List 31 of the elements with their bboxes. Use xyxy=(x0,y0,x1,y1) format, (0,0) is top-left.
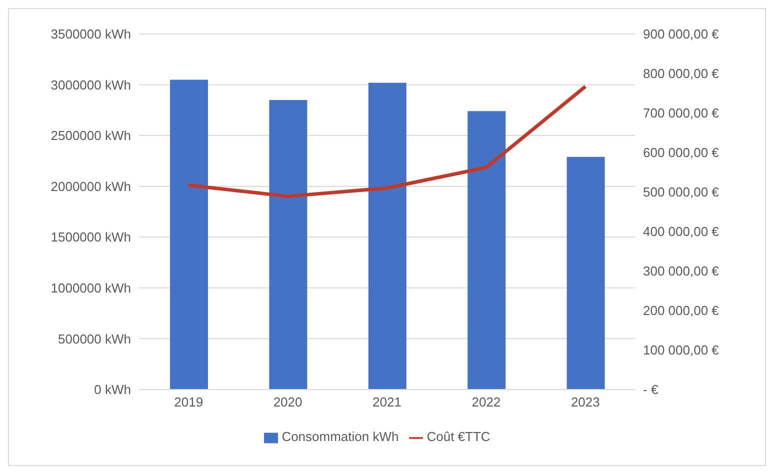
y-tick-label: 3000000 kWh xyxy=(50,77,131,92)
x-tick-label: 2020 xyxy=(273,394,302,410)
x-tick-label: 2022 xyxy=(472,394,501,410)
y2-tick-label: - € xyxy=(643,382,659,398)
y-tick-label: 1500000 kWh xyxy=(50,230,131,245)
y2-tick-label: 700 000,00 € xyxy=(643,106,720,121)
bar xyxy=(468,111,506,390)
y2-tick-label: 600 000,00 € xyxy=(643,145,720,160)
y2-tick-label: 500 000,00 € xyxy=(643,184,720,200)
bar xyxy=(269,100,308,390)
y2-tick-label: 100 000,00 € xyxy=(643,342,720,358)
line-series xyxy=(186,84,588,198)
x-tick-label: 2021 xyxy=(372,394,402,410)
y-tick-label: 1000000 kWh xyxy=(50,280,131,296)
y-tick-label: 2500000 kWh xyxy=(50,128,131,144)
y-tick-label: 500000 kWh xyxy=(58,331,131,346)
y2-tick-label: 400 000,00 € xyxy=(643,224,720,240)
y-tick-label: 2000000 kWh xyxy=(50,178,131,194)
bar xyxy=(566,156,605,390)
y2-tick-label: 200 000,00 € xyxy=(643,303,720,318)
x-tick-label: 2023 xyxy=(570,394,600,410)
legend-label: Coût €TTC xyxy=(426,429,490,444)
y-tick-label: 0 kWh xyxy=(94,382,131,398)
legend-label: Consommation kWh xyxy=(282,429,399,444)
bar xyxy=(368,82,406,390)
y2-tick-label: 900 000,00 € xyxy=(643,26,720,42)
y2-tick-label: 300 000,00 € xyxy=(643,264,720,279)
y2-tick-label: 800 000,00 € xyxy=(643,66,720,82)
y-tick-label: 3500000 kWh xyxy=(50,26,131,42)
x-tick-label: 2019 xyxy=(174,394,204,410)
bar xyxy=(170,80,208,390)
